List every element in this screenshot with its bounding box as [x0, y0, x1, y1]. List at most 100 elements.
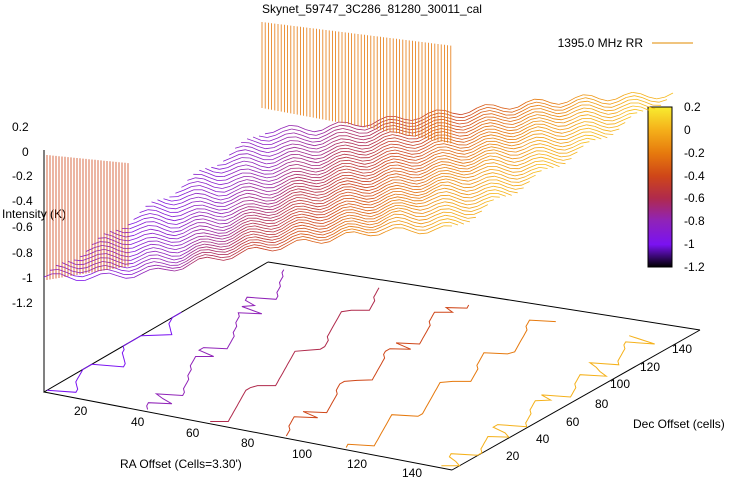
surface-mesh-segment	[173, 202, 183, 206]
surface-mesh-segment	[359, 219, 368, 223]
y-tick-label: 20	[506, 449, 520, 463]
surface-mesh-segment	[260, 165, 269, 169]
surface-mesh-segment	[141, 269, 151, 274]
surface-mesh-segment	[174, 218, 183, 222]
surface-mesh-segment	[238, 226, 247, 232]
surface-mesh-segment	[174, 232, 184, 237]
surface-mesh-segment	[640, 106, 650, 111]
surface-mesh-segment	[473, 171, 483, 177]
surface-mesh-segment	[585, 97, 594, 100]
surface-mesh-segment	[356, 128, 366, 131]
surface-mesh-segment	[516, 125, 526, 131]
surface-mesh-segment	[303, 174, 313, 178]
surface-mesh-segment	[276, 208, 286, 215]
surface-mesh-segment	[177, 235, 186, 240]
surface-mesh-segment	[492, 158, 501, 162]
surface-mesh-segment	[177, 192, 186, 197]
surface-mesh-segment	[403, 194, 412, 198]
surface-mesh-segment	[544, 137, 553, 142]
surface-mesh-segment	[586, 124, 595, 127]
surface-mesh-segment	[404, 131, 413, 134]
surface-mesh-segment	[469, 120, 478, 126]
surface-mesh-segment	[380, 186, 389, 193]
surface-mesh-segment	[132, 244, 141, 249]
surface-mesh-segment	[419, 194, 429, 199]
surface-mesh-segment	[602, 116, 611, 119]
surface-mesh-segment	[272, 169, 282, 175]
surface-mesh-segment	[214, 237, 223, 240]
surface-mesh-segment	[327, 201, 337, 208]
surface-mesh-segment	[240, 182, 249, 185]
surface-mesh-segment	[361, 222, 370, 226]
surface-mesh-segment	[516, 176, 526, 180]
surface-mesh-segment	[294, 194, 303, 196]
surface-mesh-segment	[199, 169, 208, 174]
surface-mesh-segment	[252, 222, 262, 225]
surface-mesh-segment	[385, 202, 394, 208]
surface-mesh-segment	[434, 164, 444, 168]
surface-mesh-segment	[446, 146, 455, 150]
surface-mesh-segment	[188, 222, 198, 227]
surface-mesh-segment	[465, 175, 475, 179]
surface-mesh-segment	[345, 177, 354, 180]
z-tick-label: -1	[22, 271, 33, 285]
surface-mesh-segment	[130, 256, 140, 261]
surface-mesh-segment	[341, 138, 350, 140]
surface-mesh-segment	[314, 233, 324, 236]
surface-mesh-segment	[541, 120, 550, 124]
surface-mesh-segment	[446, 158, 456, 162]
surface-mesh-segment	[305, 208, 314, 212]
x-tick-label: 120	[347, 457, 367, 471]
surface-mesh-segment	[291, 128, 300, 131]
surface-mesh-segment	[92, 273, 102, 278]
surface-mesh-segment	[327, 190, 336, 197]
surface-mesh-segment	[492, 137, 502, 141]
surface-mesh-segment	[584, 121, 593, 123]
surface-mesh-segment	[179, 237, 188, 243]
surface-mesh-segment	[210, 192, 219, 197]
surface-mesh-segment	[403, 151, 412, 155]
surface-mesh-segment	[610, 128, 620, 132]
surface-mesh-segment	[565, 121, 575, 127]
surface-mesh-segment	[339, 191, 349, 195]
surface-mesh-segment	[357, 226, 367, 231]
surface-mesh-segment	[153, 247, 162, 250]
surface-mesh-segment	[471, 109, 480, 116]
surface-mesh-segment	[260, 213, 269, 216]
surface-mesh-segment	[523, 144, 533, 150]
surface-mesh-segment	[427, 190, 437, 196]
surface-mesh-segment	[340, 203, 349, 207]
surface-mesh-segment	[329, 158, 339, 164]
surface-mesh-segment	[280, 165, 290, 171]
surface-mesh-segment	[407, 190, 416, 194]
surface-mesh-segment	[139, 209, 148, 213]
surface-mesh-segment	[529, 126, 538, 130]
surface-mesh-segment	[576, 134, 586, 139]
surface-mesh-segment	[190, 258, 200, 265]
surface-mesh-segment	[618, 110, 627, 116]
surface-mesh-segment	[251, 146, 260, 152]
surface-mesh-segment	[483, 196, 492, 200]
surface-mesh-segment	[302, 148, 311, 153]
surface-mesh-segment	[246, 225, 256, 228]
surface-mesh-segment	[545, 164, 554, 169]
surface-mesh-segment	[521, 181, 530, 186]
surface-mesh-segment	[466, 141, 475, 146]
surface-mesh-segment	[530, 104, 539, 108]
surface-mesh-segment	[292, 191, 301, 194]
surface-mesh-segment	[481, 110, 490, 113]
colorbar-tick-label: -1.2	[684, 260, 705, 274]
surface-mesh-segment	[143, 217, 153, 220]
surface-mesh-segment	[416, 181, 426, 185]
surface-mesh-segment	[394, 170, 403, 173]
surface-mesh-segment	[515, 187, 524, 190]
colorbar-tick-label: -0.6	[684, 191, 705, 205]
surface-mesh-segment	[329, 146, 338, 152]
surface-mesh-segment	[214, 248, 223, 251]
surface-mesh-segment	[504, 169, 513, 173]
surface-mesh-segment	[185, 244, 195, 251]
z-tick-label: -0.2	[12, 169, 33, 183]
surface-mesh-segment	[572, 129, 581, 134]
surface-mesh-segment	[344, 131, 354, 135]
surface-mesh-segment	[569, 112, 579, 118]
